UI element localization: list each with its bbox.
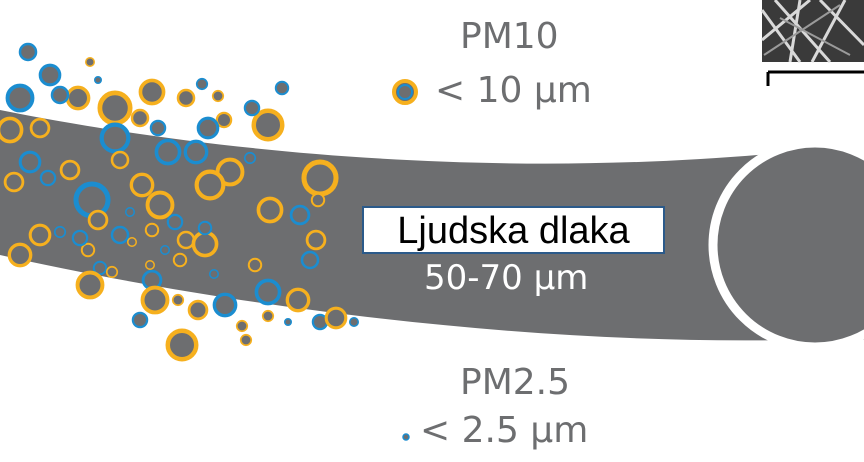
particle <box>7 242 33 268</box>
particle <box>18 150 42 174</box>
pm10-particle-icon-ring <box>397 84 413 100</box>
particle <box>75 270 105 300</box>
particle <box>140 285 170 315</box>
particle <box>197 220 213 236</box>
particle <box>211 89 225 103</box>
particle <box>71 229 89 247</box>
particle <box>18 42 38 62</box>
particle <box>172 252 188 268</box>
particle <box>110 225 130 245</box>
hair-size-label: 50-70 µm <box>424 258 589 298</box>
particle <box>80 242 96 258</box>
particle <box>131 311 149 329</box>
particle <box>29 117 51 139</box>
particle <box>285 287 311 313</box>
particle <box>97 90 133 126</box>
particle <box>235 319 249 333</box>
particle <box>310 192 326 208</box>
particle <box>59 159 81 181</box>
particle <box>209 269 219 279</box>
scale-bar <box>766 70 864 86</box>
particle <box>28 223 52 247</box>
particle <box>154 138 182 166</box>
particle <box>324 306 348 330</box>
particle <box>145 260 155 270</box>
hair-cross-section <box>708 138 864 352</box>
microscope-image-inset <box>760 0 864 63</box>
particle <box>195 77 209 91</box>
particle <box>50 85 70 105</box>
particle <box>92 260 108 276</box>
particle <box>53 225 67 239</box>
particle <box>194 169 226 201</box>
particle <box>256 196 284 224</box>
particle <box>305 229 327 251</box>
particle <box>284 318 292 326</box>
particle <box>99 122 131 154</box>
particle <box>261 309 275 323</box>
particle <box>212 292 238 318</box>
particle <box>215 111 233 129</box>
particle <box>243 99 261 117</box>
particle <box>129 172 155 198</box>
particle <box>176 230 196 250</box>
particle <box>5 83 35 113</box>
particle <box>145 190 175 220</box>
particle <box>176 88 196 108</box>
particle <box>251 108 285 142</box>
particle <box>39 169 57 187</box>
particle <box>300 250 320 270</box>
pm10-size-label: < 10 µm <box>435 70 592 111</box>
particle <box>127 237 137 247</box>
hair-label: Ljudska dlaka <box>362 206 665 254</box>
particle <box>94 76 102 84</box>
particle <box>105 265 119 279</box>
particle <box>247 257 263 273</box>
particle <box>160 245 170 255</box>
particle <box>38 63 62 87</box>
particle <box>289 204 311 226</box>
particle <box>87 209 109 231</box>
particle <box>144 222 160 238</box>
particle <box>171 293 185 307</box>
particle <box>165 328 199 362</box>
particle <box>349 317 359 327</box>
particle <box>187 299 209 321</box>
particle <box>239 333 253 347</box>
particle <box>191 230 219 258</box>
particle <box>243 151 257 165</box>
particle <box>149 119 167 137</box>
particle <box>130 108 150 128</box>
particle <box>110 150 130 170</box>
pm25-size-label: < 2.5 µm <box>420 410 589 451</box>
particle <box>125 207 135 217</box>
particle <box>301 159 339 197</box>
particle <box>254 278 282 306</box>
particle <box>183 139 209 165</box>
particle <box>85 57 95 67</box>
particle <box>65 85 91 111</box>
pm25-particle-icon <box>402 433 410 441</box>
pm10-title: PM10 <box>460 16 559 57</box>
particle-cloud <box>0 42 359 362</box>
particle <box>138 78 166 106</box>
particle <box>0 116 24 144</box>
particle <box>166 213 184 231</box>
particle <box>196 116 220 140</box>
particle <box>274 80 290 96</box>
pm25-title: PM2.5 <box>460 362 571 403</box>
particle <box>3 171 25 193</box>
